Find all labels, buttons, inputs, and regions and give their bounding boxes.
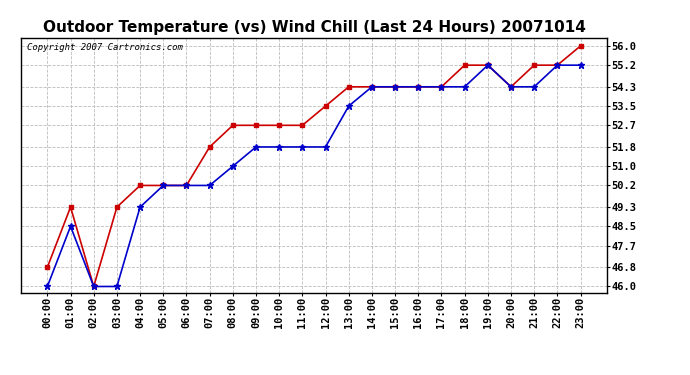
Text: Copyright 2007 Cartronics.com: Copyright 2007 Cartronics.com (26, 43, 182, 52)
Title: Outdoor Temperature (vs) Wind Chill (Last 24 Hours) 20071014: Outdoor Temperature (vs) Wind Chill (Las… (43, 20, 585, 35)
